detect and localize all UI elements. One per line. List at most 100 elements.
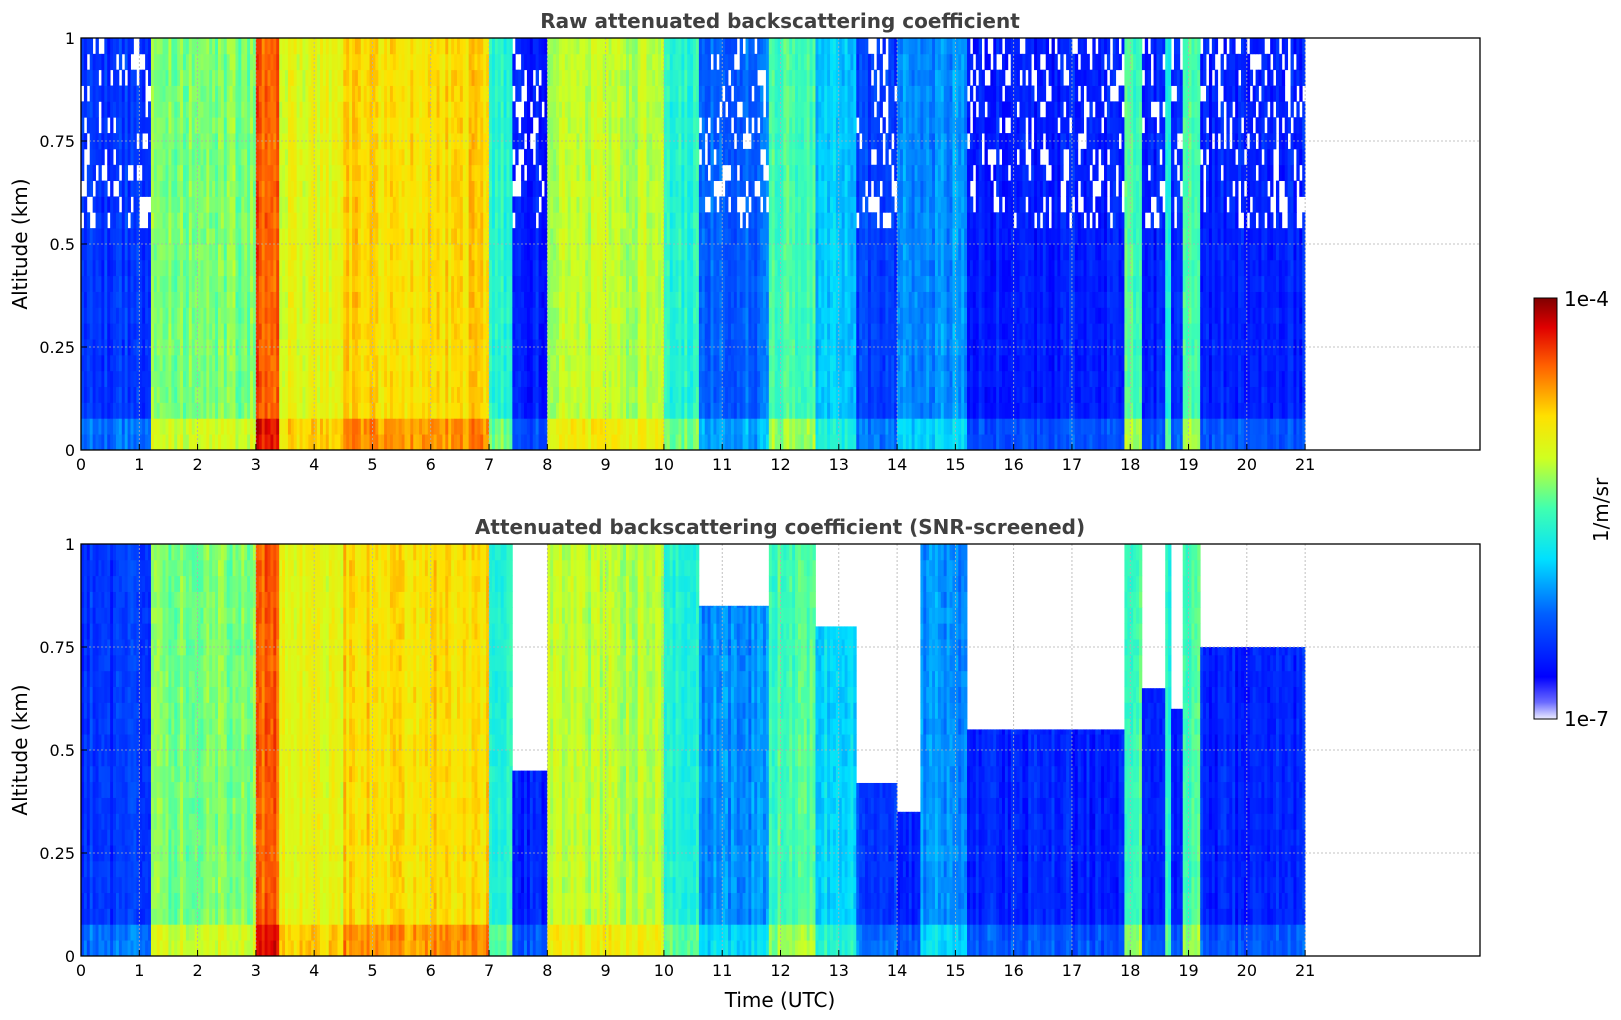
heatmap-cell [558,53,563,71]
heatmap-cell [564,53,569,71]
heatmap-cell [556,244,560,261]
heatmap-cell [334,212,338,229]
heatmap-cell [343,434,347,450]
heatmap-cell [226,339,231,356]
heatmap-cell [462,180,467,197]
heatmap-cell [83,434,88,450]
heatmap-cell [489,275,493,292]
heatmap-cell [203,164,207,182]
heatmap-cell [623,402,627,419]
heatmap-cell [593,101,598,118]
heatmap-cell [433,164,437,182]
heatmap-cell [136,386,140,403]
heatmap-cell [229,133,233,150]
heatmap-cell [564,434,569,450]
heatmap-cell [486,291,490,308]
heatmap-cell [471,323,475,340]
heatmap-cell [363,291,368,308]
heatmap-cell [217,85,222,102]
heatmap-cell [305,275,309,292]
heatmap-cell [302,291,306,308]
heatmap-cell [591,370,595,388]
heatmap-cell [139,339,143,356]
heatmap-cell [83,85,88,102]
heatmap-cell [471,354,475,372]
heatmap-cell [136,323,140,340]
heatmap-cell [153,148,158,166]
heatmap-cell [419,370,423,388]
heatmap-cell [640,53,644,71]
heatmap-cell [512,418,516,435]
heatmap-cell [422,434,426,450]
heatmap-cell [430,196,435,213]
heatmap-cell [605,434,609,450]
heatmap-cell [410,117,414,134]
heatmap-cell [206,275,210,292]
heatmap-cell [322,402,327,419]
heatmap-cell [628,354,633,372]
heatmap-cell [582,117,586,134]
heatmap-cell [389,339,394,356]
heatmap-cell [320,386,324,403]
heatmap-cell [223,148,228,166]
heatmap-cell [424,275,429,292]
heatmap-cell [605,38,609,55]
heatmap-cell [235,402,239,419]
heatmap-cell [282,275,286,292]
heatmap-cell [372,259,376,277]
heatmap-cell [398,434,402,450]
heatmap-cell [526,434,531,450]
heatmap-cell [86,164,91,182]
heatmap-cell [419,85,423,102]
heatmap-cell [483,164,487,182]
heatmap-cell [445,164,449,182]
heatmap-cell [640,228,644,245]
heatmap-cell [436,164,440,182]
heatmap-cell [366,228,370,245]
heatmap-cell [322,196,327,213]
heatmap-cell [238,117,242,134]
heatmap-cell [518,339,522,356]
heatmap-cell [159,212,163,229]
heatmap-cell [235,259,239,277]
heatmap-cell [200,370,204,388]
heatmap-cell [352,275,356,292]
heatmap-cell [518,196,522,213]
heatmap-cell [322,228,327,245]
heatmap-cell [494,180,499,197]
heatmap-cell [279,386,283,403]
heatmap-cell [596,117,601,134]
heatmap-cell [127,38,131,55]
heatmap-cell [372,244,376,261]
heatmap-cell [223,275,228,292]
heatmap-cell [401,38,405,55]
heatmap-cell [360,69,365,86]
heatmap-cell [343,228,347,245]
heatmap-cell [113,291,117,308]
heatmap-cell [244,212,248,229]
heatmap-cell [226,402,231,419]
heatmap-cell [529,402,534,419]
heatmap-cell [156,228,161,245]
heatmap-cell [121,402,126,419]
heatmap-cell [343,53,347,71]
heatmap-cell [247,434,251,450]
heatmap-cell [252,386,257,403]
heatmap-cell [535,53,539,71]
heatmap-cell [252,307,257,324]
heatmap-cell [244,180,248,197]
heatmap-cell [252,117,257,134]
heatmap-cell [491,323,496,340]
panel-raw: Raw attenuated backscattering coefficien… [8,9,1481,474]
heatmap-cell [363,38,368,55]
heatmap-cell [118,244,123,261]
heatmap-cell [550,402,554,419]
heatmap-cell [352,434,356,450]
heatmap-cell [337,38,341,55]
heatmap-cell [468,307,472,324]
heatmap-cell [617,259,621,277]
heatmap-cell [489,370,493,388]
heatmap-cell [285,323,289,340]
heatmap-cell [334,117,338,134]
heatmap-cell [547,101,551,118]
